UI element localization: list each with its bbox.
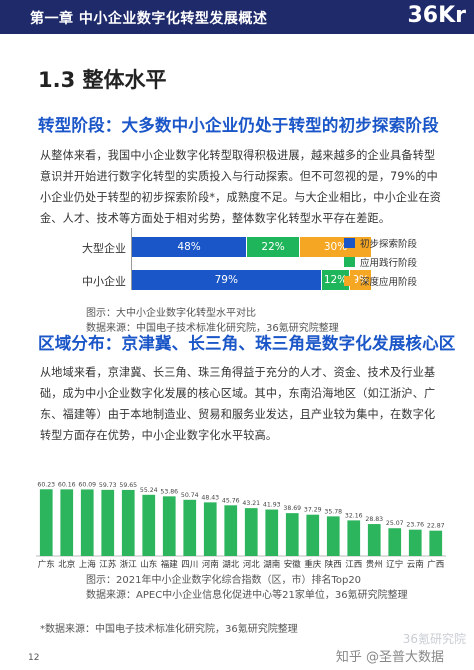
category-label: 上海 [79, 559, 97, 570]
legend-label: 初步探索阶段 [360, 239, 418, 250]
bar-2 [80, 489, 94, 556]
category-label: 湖北 [222, 560, 240, 570]
bar-7 [183, 499, 197, 556]
page-number: 12 [28, 653, 40, 663]
bar-10 [244, 508, 258, 556]
bar-value-label: 50.74 [181, 492, 199, 499]
bar-value-label: 37.29 [304, 507, 322, 514]
regional-bar-chart: 60.23 广东 60.16 北京 60.09 上海 59.73 江苏 59.65 浙江 55.24… [36, 481, 446, 570]
stacked-row-label: 中小企业 [82, 275, 126, 288]
bar-value-label: 60.16 [58, 481, 76, 488]
footnote: *数据来源：中国电子技术标准化研究院，36氪研究院整理 [40, 624, 298, 635]
bar-3 [101, 489, 115, 556]
category-label: 江苏 [99, 559, 117, 570]
header-bar: 第一章 中小企业数字化转型发展概述 36Kr [0, 0, 474, 34]
legend-item: 应用践行阶段 [344, 255, 417, 269]
bar-12 [285, 513, 299, 556]
watermark-main: 知乎 @圣普大数据 [335, 650, 444, 665]
legend-label: 应用践行阶段 [360, 258, 418, 269]
bar-value-label: 59.73 [99, 482, 117, 489]
chapter-title: 第一章 中小企业数字化转型发展概述 [30, 11, 268, 27]
bar-value-label: 43.21 [242, 500, 260, 507]
bar-18 [408, 529, 422, 556]
stacked-seg-1-1: 12% [321, 270, 350, 290]
category-label: 云南 [407, 559, 424, 570]
category-label: 湖南 [263, 559, 280, 570]
regional-distribution-paragraph: 从地域来看，京津冀、长三角、珠三角得益于充分的人才、资金、技术及行业基础，成为中… [40, 366, 436, 442]
bar-value-label: 22.87 [427, 523, 445, 530]
bar-value-label: 25.07 [386, 520, 404, 527]
category-label: 陕西 [325, 559, 342, 570]
category-label: 重庆 [304, 559, 322, 570]
caption-source: 数据来源：APEC中小企业信息化促进中心等21家单位，36氪研究院整理 [86, 590, 408, 601]
bar-8 [203, 502, 217, 556]
category-label: 贵州 [366, 559, 383, 570]
category-label: 四川 [181, 560, 198, 570]
bar-11 [265, 509, 279, 556]
bar-value-label: 55.24 [140, 487, 158, 494]
section-heading: 1.3 整体水平 [38, 68, 167, 92]
stacked-row-label: 大型企业 [82, 242, 126, 255]
stacked-legend: 初步探索阶段 应用践行阶段 深度应用阶段 [344, 236, 417, 293]
stacked-axis-line [131, 228, 132, 290]
transformation-stage-heading: 转型阶段：大多数中小企业仍处于转型的初步探索阶段 [38, 116, 439, 135]
category-label: 福建 [161, 559, 179, 570]
legend-swatch [344, 257, 355, 267]
bar-1 [60, 489, 74, 556]
bar-value-label: 60.09 [78, 481, 96, 488]
bar-value-label: 53.86 [160, 488, 178, 495]
bar-value-label: 28.83 [365, 516, 383, 523]
category-label: 安徽 [284, 559, 302, 570]
legend-item: 初步探索阶段 [344, 236, 417, 250]
bar-value-label: 48.43 [201, 494, 219, 501]
bar-19 [429, 530, 443, 556]
category-label: 广东 [38, 559, 55, 570]
bar-4 [121, 489, 135, 556]
bar-16 [367, 524, 381, 556]
bar-6 [162, 496, 176, 556]
category-label: 江西 [345, 560, 362, 570]
caption-title: 图示：大中小企业数字化转型水平对比 [86, 308, 256, 319]
bar-value-label: 60.23 [37, 481, 55, 488]
stacked-seg-0-0: 48% [132, 237, 247, 257]
bar-value-label: 59.65 [119, 482, 137, 489]
bar-value-label: 32.16 [345, 512, 363, 519]
category-label: 北京 [58, 559, 75, 570]
bar-value-label: 35.78 [324, 508, 342, 515]
legend-swatch [344, 276, 355, 286]
bar-14 [326, 516, 340, 556]
caption-title: 图示：2021年中小企业数字化综合指数（区，市）排名Top20 [86, 575, 362, 586]
caption-source: 数据来源：中国电子技术标准化研究院，36氪研究院整理 [86, 323, 339, 334]
legend-swatch [344, 238, 355, 248]
bar-9 [224, 505, 238, 556]
regional-distribution-heading: 区域分布：京津冀、长三角、珠三角是数字化发展核心区 [38, 334, 456, 353]
brand-logo: 36Kr [407, 3, 466, 28]
legend-label: 深度应用阶段 [360, 277, 418, 288]
stacked-seg-1-2: 9% [350, 270, 371, 290]
bar-value-label: 41.93 [263, 502, 281, 509]
category-label: 浙江 [120, 559, 138, 570]
stacked-seg-1-0: 79% [132, 270, 321, 290]
bar-13 [306, 514, 320, 556]
watermark-sub: 36氪研究院 [402, 632, 466, 646]
regional-chart-caption: 图示：2021年中小企业数字化综合指数（区，市）排名Top20 数据来源：APE… [86, 573, 408, 603]
bar-value-label: 45.76 [222, 497, 240, 504]
legend-item: 深度应用阶段 [344, 274, 417, 288]
bar-0 [39, 489, 53, 556]
bar-17 [388, 528, 402, 556]
category-label: 河北 [243, 559, 261, 570]
category-label: 辽宁 [386, 559, 403, 570]
bar-15 [347, 520, 361, 556]
category-label: 河南 [202, 559, 219, 570]
stacked-seg-0-1: 22% [247, 237, 299, 257]
category-label: 山东 [140, 559, 157, 570]
stacked-bar-chart: 大型企业 48% 22% 30% 中小企业 79% 12% 9% [40, 228, 440, 324]
stacked-chart-caption: 图示：大中小企业数字化转型水平对比 数据来源：中国电子技术标准化研究院，36氪研… [86, 306, 339, 336]
bar-value-label: 23.76 [406, 522, 424, 529]
bar-value-label: 38.69 [283, 505, 301, 512]
bar-5 [142, 494, 156, 556]
transformation-stage-paragraph: 从整体来看，我国中小企业数字化转型取得积极进展，越来越多的企业具备转型意识并开始… [40, 149, 442, 225]
category-label: 广西 [427, 559, 444, 570]
